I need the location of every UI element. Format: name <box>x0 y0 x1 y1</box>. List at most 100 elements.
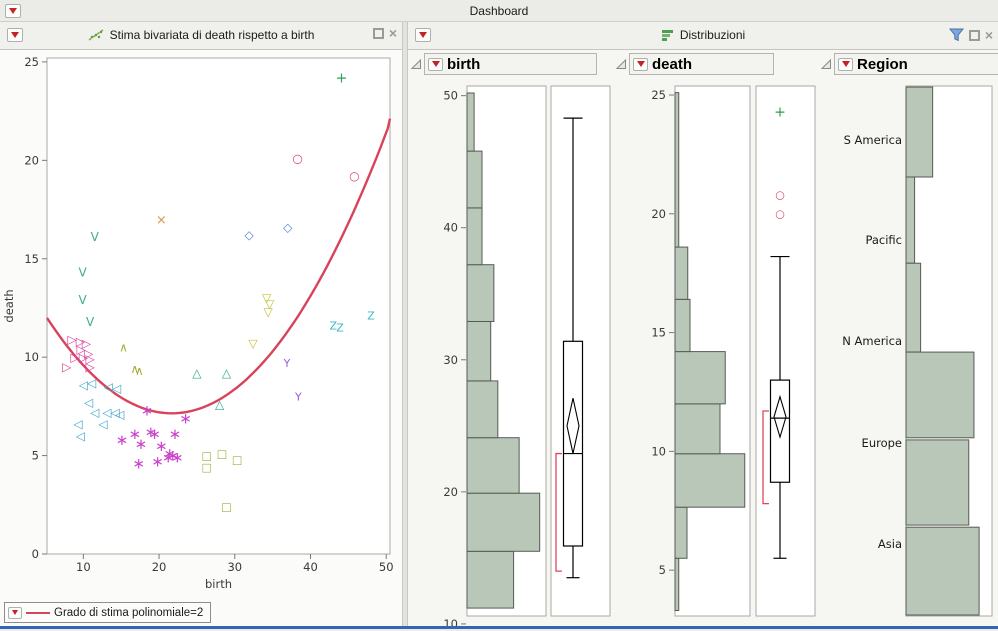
svg-text:5: 5 <box>659 563 666 577</box>
svg-text:20: 20 <box>443 485 458 499</box>
svg-text:□: □ <box>202 449 212 462</box>
svg-text:Z: Z <box>336 321 344 334</box>
svg-text:N America: N America <box>842 334 902 348</box>
birth-distribution-column: birth 50 40 30 20 10 <box>408 50 613 626</box>
dashboard-titlebar: Dashboard <box>0 0 998 22</box>
svg-text:∧: ∧ <box>135 364 144 378</box>
svg-text:Europe: Europe <box>862 436 902 450</box>
bivariate-menu-button[interactable] <box>7 28 23 42</box>
maximize-icon[interactable] <box>372 28 384 39</box>
svg-text:◁: ◁ <box>72 417 82 431</box>
fit-legend-menu-button[interactable] <box>8 606 22 619</box>
svg-text:◇: ◇ <box>245 228 255 242</box>
birth-histogram[interactable]: 50 40 30 20 10 <box>408 76 613 626</box>
svg-text:10: 10 <box>443 617 458 626</box>
svg-text:death: death <box>2 289 16 322</box>
death-histogram[interactable]: 25 20 15 10 5 + ○ ○ <box>613 76 818 626</box>
svg-text:◁: ◁ <box>75 429 85 443</box>
close-icon[interactable]: × <box>984 26 993 43</box>
svg-text:10: 10 <box>651 444 666 458</box>
svg-text:20: 20 <box>152 560 167 574</box>
svg-text:◁: ◁ <box>86 376 96 390</box>
svg-text:∗: ∗ <box>179 409 192 427</box>
svg-text:▷: ▷ <box>84 346 94 360</box>
svg-text:▷: ▷ <box>62 360 72 374</box>
svg-text:birth: birth <box>205 577 232 591</box>
death-column-title: death <box>652 55 693 73</box>
collapse-triangle-icon[interactable] <box>616 58 627 70</box>
svg-text:◁: ◁ <box>111 382 121 396</box>
collapse-triangle-icon[interactable] <box>411 58 422 70</box>
svg-text:V: V <box>78 266 87 280</box>
scatter-plot[interactable]: 10 20 30 40 500510152025birthdeath+○○×◇◇VVVV… <box>0 50 402 626</box>
bivariate-panel: Stima bivariata di death rispetto a birt… <box>0 22 402 626</box>
red-triangle-icon <box>419 32 427 38</box>
svg-text:∗: ∗ <box>171 449 184 467</box>
distribution-panel-header: Distribuzioni × <box>408 22 998 50</box>
svg-text:▷: ▷ <box>86 352 96 366</box>
svg-text:□: □ <box>202 461 212 474</box>
svg-text:50: 50 <box>443 89 458 103</box>
dashboard-menu-button[interactable] <box>5 4 21 18</box>
close-icon[interactable]: × <box>388 25 397 41</box>
red-triangle-icon <box>9 8 17 14</box>
red-triangle-icon <box>636 61 645 67</box>
data-filter-icon[interactable] <box>948 28 964 42</box>
svg-text:30: 30 <box>443 353 458 367</box>
svg-text:○: ○ <box>292 151 302 165</box>
svg-text:Asia: Asia <box>878 537 902 551</box>
bivariate-plot-area: 10 20 30 40 50 0 5 10 15 20 25 birth death + ○ ○ × ◇ ◇ V V V V… <box>0 50 402 626</box>
red-triangle-icon <box>11 32 19 38</box>
panel-divider[interactable] <box>402 22 408 626</box>
svg-text:∗: ∗ <box>135 435 148 453</box>
distribution-menu-button[interactable] <box>415 28 431 42</box>
region-column-title: Region <box>857 55 908 73</box>
maximize-icon[interactable] <box>968 29 980 41</box>
svg-text:▷: ▷ <box>76 335 86 349</box>
svg-text:10: 10 <box>76 560 91 574</box>
svg-text:▷: ▷ <box>67 333 77 347</box>
svg-text:∗: ∗ <box>163 445 176 463</box>
region-bar-chart[interactable]: S America Pacific N America Europe Asia <box>818 76 998 626</box>
birth-menu-button[interactable] <box>428 57 443 71</box>
svg-text:0: 0 <box>32 547 39 561</box>
collapse-triangle-icon[interactable] <box>821 58 832 70</box>
svg-text:□: □ <box>232 453 242 466</box>
svg-text:◁: ◁ <box>101 405 111 419</box>
svg-text:15: 15 <box>24 252 39 266</box>
svg-text:◁: ◁ <box>78 378 88 392</box>
svg-text:∗: ∗ <box>129 425 142 443</box>
window-bottom-border <box>0 626 998 629</box>
red-triangle-icon <box>431 61 440 67</box>
svg-text:S America: S America <box>844 133 902 147</box>
fit-legend: Grado di stima polinomiale=2 <box>4 602 212 623</box>
distribution-panel: Distribuzioni × birth 50 40 30 20 10 <box>408 22 998 626</box>
red-triangle-icon <box>841 61 850 67</box>
svg-text:◇: ◇ <box>283 220 293 234</box>
svg-text:5: 5 <box>32 449 39 463</box>
svg-text:+: + <box>336 70 348 86</box>
svg-text:△: △ <box>222 366 232 380</box>
svg-text:∗: ∗ <box>148 425 161 443</box>
fit-legend-label: Grado di stima polinomiale=2 <box>54 606 204 619</box>
svg-text:×: × <box>156 213 167 228</box>
svg-text:Y: Y <box>283 357 291 370</box>
svg-text:◁: ◁ <box>110 405 120 419</box>
svg-text:40: 40 <box>443 221 458 235</box>
svg-text:▽: ▽ <box>248 336 258 350</box>
svg-text:∗: ∗ <box>132 455 145 473</box>
svg-text:20: 20 <box>651 207 666 221</box>
svg-text:Pacific: Pacific <box>865 233 902 247</box>
svg-text:25: 25 <box>24 55 39 69</box>
svg-text:◁: ◁ <box>83 396 93 410</box>
distribution-panel-title: Distribuzioni <box>679 28 746 42</box>
region-menu-button[interactable] <box>838 57 853 71</box>
death-menu-button[interactable] <box>633 57 648 71</box>
svg-text:◁: ◁ <box>114 407 124 421</box>
svg-text:10: 10 <box>24 350 39 364</box>
svg-text:▽: ▽ <box>263 305 273 319</box>
svg-text:○: ○ <box>349 169 359 183</box>
svg-text:V: V <box>91 230 100 244</box>
dashboard-title: Dashboard <box>469 4 529 18</box>
bivariate-panel-title: Stima bivariata di death rispetto a birt… <box>109 28 315 42</box>
